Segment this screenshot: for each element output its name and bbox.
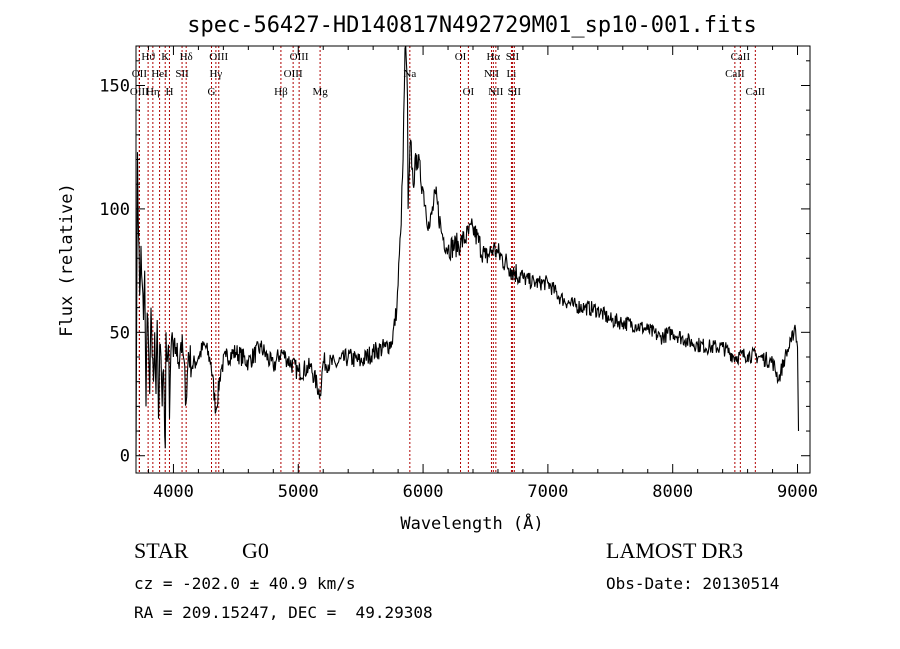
x-tick-label: 6000 xyxy=(403,482,444,502)
line-label: CaII xyxy=(731,51,751,63)
line-label: OIII xyxy=(130,86,149,98)
plot-frame xyxy=(135,45,811,474)
spectral-line-markers: HϑOIIOIIIHηHeIKHSIIHδGHγOIIIHβOIIIOIIIMg… xyxy=(130,46,766,473)
y-tick-label: 50 xyxy=(110,323,130,343)
survey-name: LAMOST DR3 xyxy=(606,538,744,563)
line-label: NII xyxy=(488,86,504,98)
line-label: CaII xyxy=(725,68,745,80)
x-tick-label: 7000 xyxy=(527,482,568,502)
line-label: OIII xyxy=(209,51,228,63)
line-label: Hδ xyxy=(180,51,193,63)
line-label: NII xyxy=(484,68,500,80)
y-tick-label: 100 xyxy=(99,200,130,220)
y-tick-label: 0 xyxy=(120,447,130,467)
x-axis-label: Wavelength (Å) xyxy=(400,512,543,534)
line-label: SII xyxy=(175,68,189,80)
line-label: G xyxy=(208,86,216,98)
coordinates-text: RA = 209.15247, DEC = 49.29308 xyxy=(134,603,433,622)
redshift-text: cz = -202.0 ± 40.9 km/s xyxy=(134,574,356,593)
line-label: Hβ xyxy=(274,86,288,98)
line-label: Hα xyxy=(486,51,500,63)
line-label: OI xyxy=(455,51,467,63)
spectrum-line xyxy=(135,45,800,456)
x-tick-label: 9000 xyxy=(777,482,818,502)
x-tick-label: 5000 xyxy=(278,482,319,502)
line-label: H xyxy=(165,86,173,98)
y-tick-label: 150 xyxy=(99,76,130,96)
subclass: G0 xyxy=(242,538,269,563)
line-label: CaII xyxy=(746,86,766,98)
line-label: OIII xyxy=(290,51,309,63)
object-class: STAR xyxy=(134,538,189,563)
line-label: K xyxy=(161,51,169,63)
chart-title: spec-56427-HD140817N492729M01_sp10-001.f… xyxy=(187,13,757,38)
line-label: Hϑ xyxy=(141,51,155,63)
line-label: SII xyxy=(506,51,520,63)
line-label: Mg xyxy=(312,86,328,98)
x-tick-label: 8000 xyxy=(652,482,693,502)
axes: 4000 5000 6000 7000 8000 9000 0 50 100 150 xyxy=(99,46,818,502)
line-label: Hη xyxy=(146,86,160,98)
line-label: Hγ xyxy=(209,68,222,80)
obs-date: Obs-Date: 20130514 xyxy=(606,574,780,593)
line-label: Li xyxy=(507,68,517,80)
line-label: HeI xyxy=(151,68,168,80)
line-label: OIII xyxy=(284,68,303,80)
y-axis-label: Flux (relative) xyxy=(57,183,77,337)
line-label: OI xyxy=(463,86,475,98)
line-label: Na xyxy=(403,68,416,80)
x-tick-label: 4000 xyxy=(153,482,194,502)
line-label: SII xyxy=(508,86,522,98)
